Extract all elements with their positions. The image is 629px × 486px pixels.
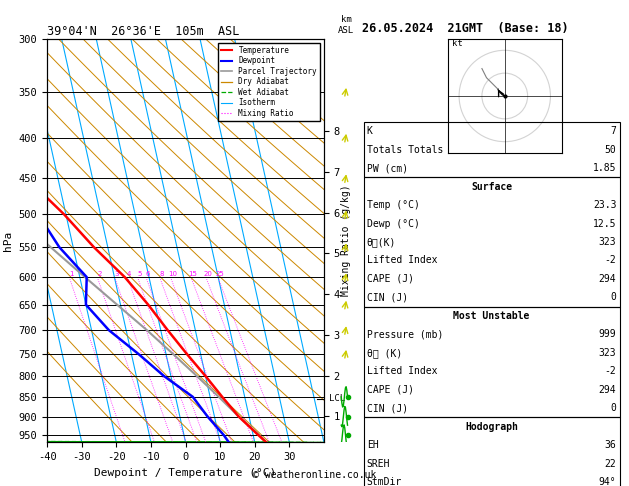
Text: 294: 294 [599, 274, 616, 284]
Text: LCL: LCL [330, 394, 345, 403]
Text: 7: 7 [611, 126, 616, 136]
Text: EH: EH [367, 440, 379, 450]
Text: 50: 50 [604, 145, 616, 155]
Text: Hodograph: Hodograph [465, 422, 518, 432]
Text: K: K [367, 126, 372, 136]
Text: 6: 6 [146, 271, 150, 277]
Text: 1.85: 1.85 [593, 163, 616, 173]
Text: © weatheronline.co.uk: © weatheronline.co.uk [253, 470, 376, 480]
Text: 25: 25 [216, 271, 225, 277]
Text: 15: 15 [189, 271, 198, 277]
Text: PW (cm): PW (cm) [367, 163, 408, 173]
Legend: Temperature, Dewpoint, Parcel Trajectory, Dry Adiabat, Wet Adiabat, Isotherm, Mi: Temperature, Dewpoint, Parcel Trajectory… [218, 43, 320, 121]
Text: 0: 0 [611, 293, 616, 302]
Text: CIN (J): CIN (J) [367, 403, 408, 413]
Text: km
ASL: km ASL [338, 16, 354, 35]
Text: StmDir: StmDir [367, 477, 402, 486]
Text: Lifted Index: Lifted Index [367, 366, 437, 376]
Text: Surface: Surface [471, 182, 512, 191]
Text: θᴇ(K): θᴇ(K) [367, 237, 396, 247]
Text: Totals Totals: Totals Totals [367, 145, 443, 155]
Text: CIN (J): CIN (J) [367, 293, 408, 302]
Text: 3: 3 [114, 271, 119, 277]
Text: 39°04'N  26°36'E  105m  ASL: 39°04'N 26°36'E 105m ASL [47, 25, 240, 38]
Text: 12.5: 12.5 [593, 219, 616, 228]
Text: CAPE (J): CAPE (J) [367, 385, 414, 395]
Text: 323: 323 [599, 348, 616, 358]
Text: 5: 5 [137, 271, 142, 277]
Text: Pressure (mb): Pressure (mb) [367, 330, 443, 339]
Text: 94°: 94° [599, 477, 616, 486]
Text: 323: 323 [599, 237, 616, 247]
Text: -2: -2 [604, 366, 616, 376]
Text: θᴇ (K): θᴇ (K) [367, 348, 402, 358]
Text: 20: 20 [204, 271, 213, 277]
Text: 2: 2 [97, 271, 101, 277]
Text: 26.05.2024  21GMT  (Base: 18): 26.05.2024 21GMT (Base: 18) [362, 22, 568, 35]
Text: 22: 22 [604, 459, 616, 469]
Text: -2: -2 [604, 256, 616, 265]
Text: CAPE (J): CAPE (J) [367, 274, 414, 284]
X-axis label: Dewpoint / Temperature (°C): Dewpoint / Temperature (°C) [94, 468, 277, 478]
Text: Temp (°C): Temp (°C) [367, 200, 420, 210]
Text: Dewp (°C): Dewp (°C) [367, 219, 420, 228]
Text: 4: 4 [127, 271, 131, 277]
Text: SREH: SREH [367, 459, 390, 469]
Text: 1: 1 [69, 271, 74, 277]
Text: 294: 294 [599, 385, 616, 395]
Text: kt: kt [452, 39, 463, 48]
Text: 8: 8 [159, 271, 164, 277]
Text: 999: 999 [599, 330, 616, 339]
Text: 0: 0 [611, 403, 616, 413]
Text: 23.3: 23.3 [593, 200, 616, 210]
Text: Most Unstable: Most Unstable [454, 311, 530, 321]
Text: 10: 10 [168, 271, 177, 277]
Y-axis label: hPa: hPa [3, 230, 13, 251]
Text: 36: 36 [604, 440, 616, 450]
Text: Lifted Index: Lifted Index [367, 256, 437, 265]
Y-axis label: Mixing Ratio (g/kg): Mixing Ratio (g/kg) [342, 185, 351, 296]
